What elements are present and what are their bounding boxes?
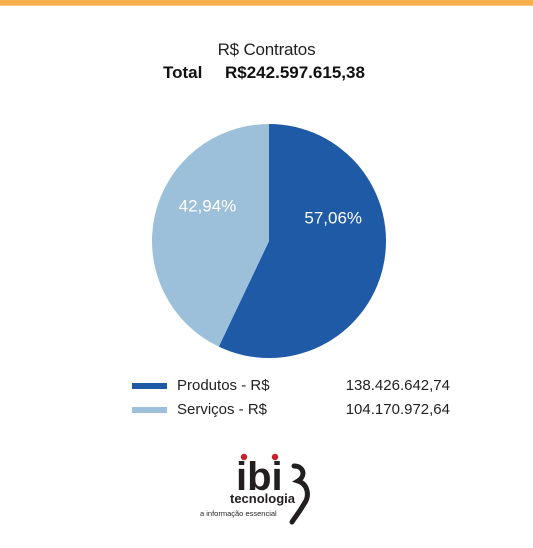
legend-label-servicos: Serviços - R$	[177, 401, 268, 418]
legend-swatch-servicos	[132, 407, 167, 413]
logo-wordmark: tecnologia	[230, 491, 296, 506]
pie-label-produtos: 57,06%	[304, 209, 362, 228]
legend-item-produtos: Produtos - R$ 138.426.642,74	[132, 376, 462, 400]
legend-swatch-produtos	[132, 383, 167, 389]
pie-slice-produtos	[218, 124, 387, 358]
total-value: R$242.597.615,38	[225, 63, 365, 82]
total-label: Total	[163, 63, 203, 82]
top-accent-bar	[0, 0, 533, 6]
legend-label-produtos: Produtos - R$	[177, 377, 270, 394]
legend-value-produtos: 138.426.642,74	[345, 377, 450, 394]
chart-title: R$ Contratos	[217, 40, 316, 59]
pie-slice-servicos	[152, 124, 269, 347]
total-row: Total R$242.597.615,38	[163, 63, 365, 83]
legend-value-servicos: 104.170.972,64	[345, 401, 450, 418]
logo-tagline: a informação essencial	[200, 509, 277, 518]
legend-item-servicos: Serviços - R$ 104.170.972,64	[132, 400, 462, 424]
pie-label-servicos: 42,94%	[179, 197, 237, 216]
legend: Produtos - R$ 138.426.642,74 Serviços - …	[132, 376, 462, 424]
ibi-tecnologia-logo: ibi tecnologia a informação essencial	[200, 453, 310, 525]
logo-brand-letters: ibi	[236, 455, 283, 499]
pie-chart: 57,06% 42,94%	[152, 124, 387, 358]
